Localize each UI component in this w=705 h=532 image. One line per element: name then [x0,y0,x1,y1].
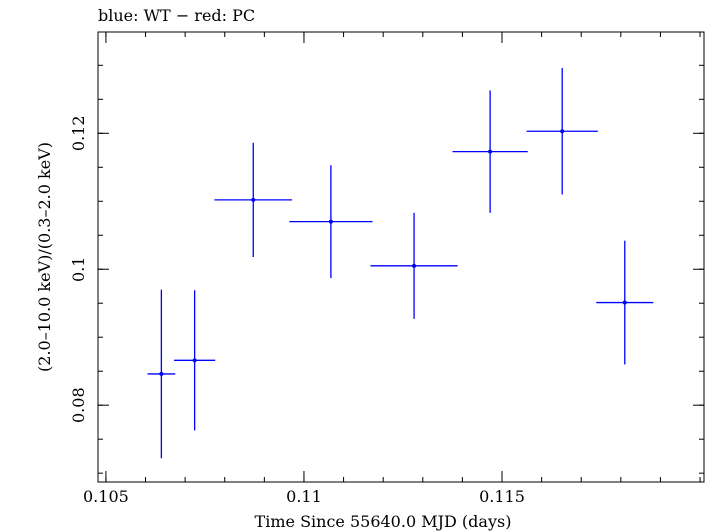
point-marker [192,358,197,363]
data-series [147,68,654,459]
point-marker [488,149,493,154]
data-point [596,240,654,365]
data-point [214,142,293,257]
data-point [452,90,528,213]
data-point [370,212,458,319]
tick-labels: 0.105 0.11 0.115 0.08 0.1 0.12 [69,115,525,506]
x-tick-label: 0.105 [83,487,129,506]
x-tick-label: 0.115 [479,487,525,506]
chart-title: blue: WT − red: PC [98,6,256,25]
data-point [174,290,216,431]
x-axis-label: Time Since 55640.0 MJD (days) [255,512,512,531]
point-marker [251,197,256,202]
axis-ticks [98,32,704,482]
data-point [526,68,598,195]
point-marker [328,219,333,224]
plot-frame [97,31,705,483]
point-marker [159,371,164,376]
data-point [289,165,373,279]
point-marker [560,129,565,134]
y-axis-label: (2.0–10.0 keV)/(0.3–2.0 keV) [35,142,54,372]
point-marker [412,263,417,268]
y-tick-label: 0.08 [69,387,88,423]
data-point [147,289,176,459]
y-tick-label: 0.1 [69,257,88,282]
x-tick-label: 0.11 [286,487,322,506]
y-tick-label: 0.12 [69,115,88,151]
point-marker [622,300,627,305]
